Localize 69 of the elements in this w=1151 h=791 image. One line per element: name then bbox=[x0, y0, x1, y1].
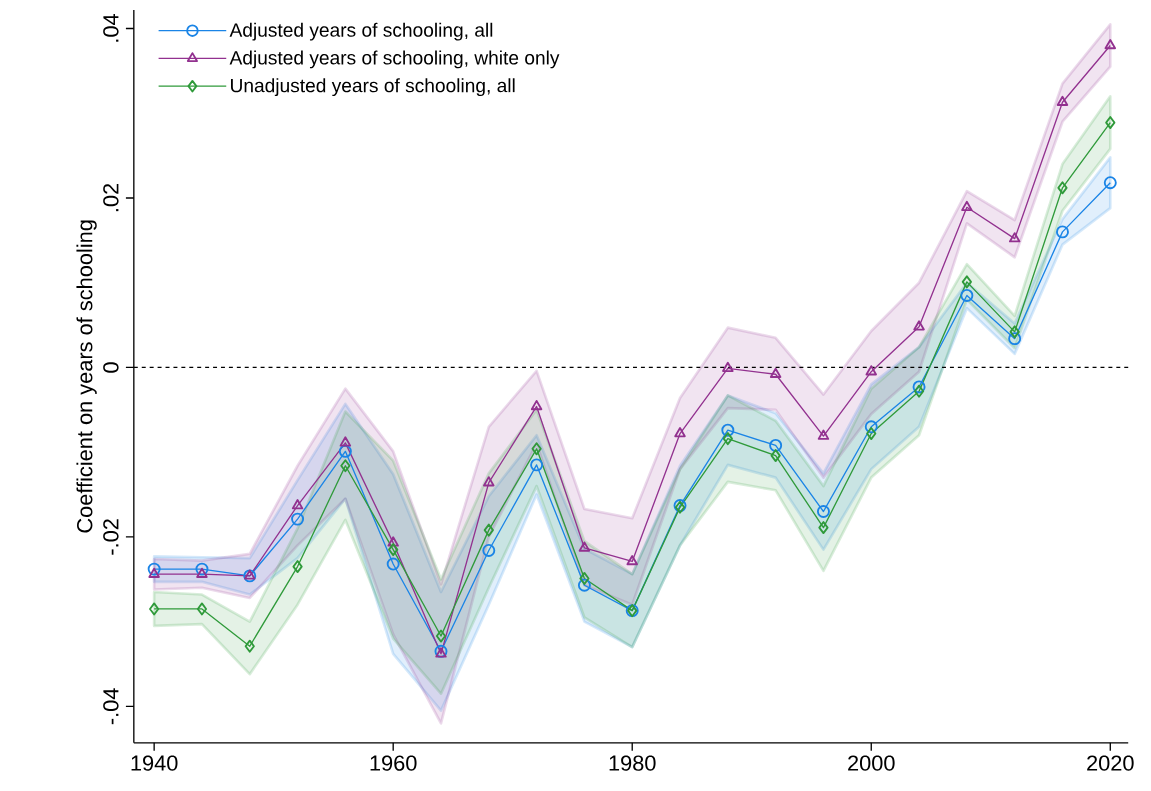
point bbox=[1104, 38, 1117, 50]
point bbox=[913, 384, 925, 398]
point bbox=[1105, 115, 1116, 129]
point bbox=[1056, 225, 1069, 239]
point bbox=[865, 365, 877, 376]
point bbox=[291, 512, 305, 526]
legend-label: Unadjusted years of schooling, all bbox=[231, 78, 515, 96]
point bbox=[530, 399, 543, 410]
point bbox=[960, 288, 974, 302]
point bbox=[961, 200, 973, 211]
x-tick-label: 1960 bbox=[370, 755, 417, 771]
point bbox=[866, 426, 877, 440]
point bbox=[674, 426, 686, 438]
y-tick-label: -.04 bbox=[103, 688, 119, 725]
y-tick-label: 0 bbox=[103, 362, 119, 373]
point bbox=[483, 523, 494, 537]
point bbox=[770, 448, 781, 462]
point bbox=[291, 498, 304, 510]
point bbox=[1057, 181, 1068, 195]
legend-label: Adjusted years of schooling, all bbox=[229, 22, 493, 41]
x-tick-label: 1940 bbox=[131, 755, 178, 771]
point bbox=[386, 557, 400, 571]
point bbox=[1056, 95, 1069, 106]
point bbox=[338, 444, 352, 458]
point bbox=[912, 380, 926, 394]
point bbox=[340, 459, 351, 473]
y-tick-label: .02 bbox=[103, 183, 119, 211]
point bbox=[818, 520, 829, 534]
point bbox=[1008, 332, 1022, 345]
point bbox=[244, 639, 255, 653]
point bbox=[864, 420, 878, 434]
point bbox=[913, 320, 925, 331]
point bbox=[577, 578, 591, 592]
point bbox=[195, 562, 209, 576]
point bbox=[196, 602, 208, 616]
point bbox=[147, 562, 161, 576]
point bbox=[530, 458, 544, 472]
y-tick-label: -.02 bbox=[103, 519, 119, 555]
point bbox=[196, 567, 208, 578]
point bbox=[483, 476, 495, 487]
point bbox=[482, 543, 496, 557]
point bbox=[1008, 232, 1021, 243]
point bbox=[721, 423, 735, 437]
point bbox=[148, 567, 160, 578]
point bbox=[292, 559, 303, 573]
x-tick-label: 2020 bbox=[1087, 755, 1134, 771]
point bbox=[387, 536, 399, 547]
point bbox=[579, 571, 590, 585]
point bbox=[769, 438, 783, 452]
point bbox=[722, 431, 733, 445]
point bbox=[1009, 325, 1020, 339]
y-tick-label: .04 bbox=[103, 13, 119, 42]
point bbox=[626, 554, 638, 566]
x-tick-label: 2000 bbox=[848, 755, 895, 771]
point bbox=[149, 602, 160, 616]
point bbox=[816, 504, 830, 518]
y-axis-title: Coefficient on years of schooling bbox=[76, 220, 97, 533]
point bbox=[435, 629, 447, 643]
point bbox=[388, 542, 399, 556]
point bbox=[578, 541, 591, 552]
point bbox=[531, 442, 542, 456]
point bbox=[1103, 176, 1117, 190]
legend-label: Adjusted years of schooling, white only bbox=[229, 50, 560, 69]
x-tick-label: 1980 bbox=[609, 755, 656, 771]
point bbox=[961, 275, 972, 289]
point bbox=[722, 361, 734, 372]
point bbox=[339, 436, 352, 447]
point bbox=[817, 429, 830, 440]
point bbox=[769, 367, 782, 378]
